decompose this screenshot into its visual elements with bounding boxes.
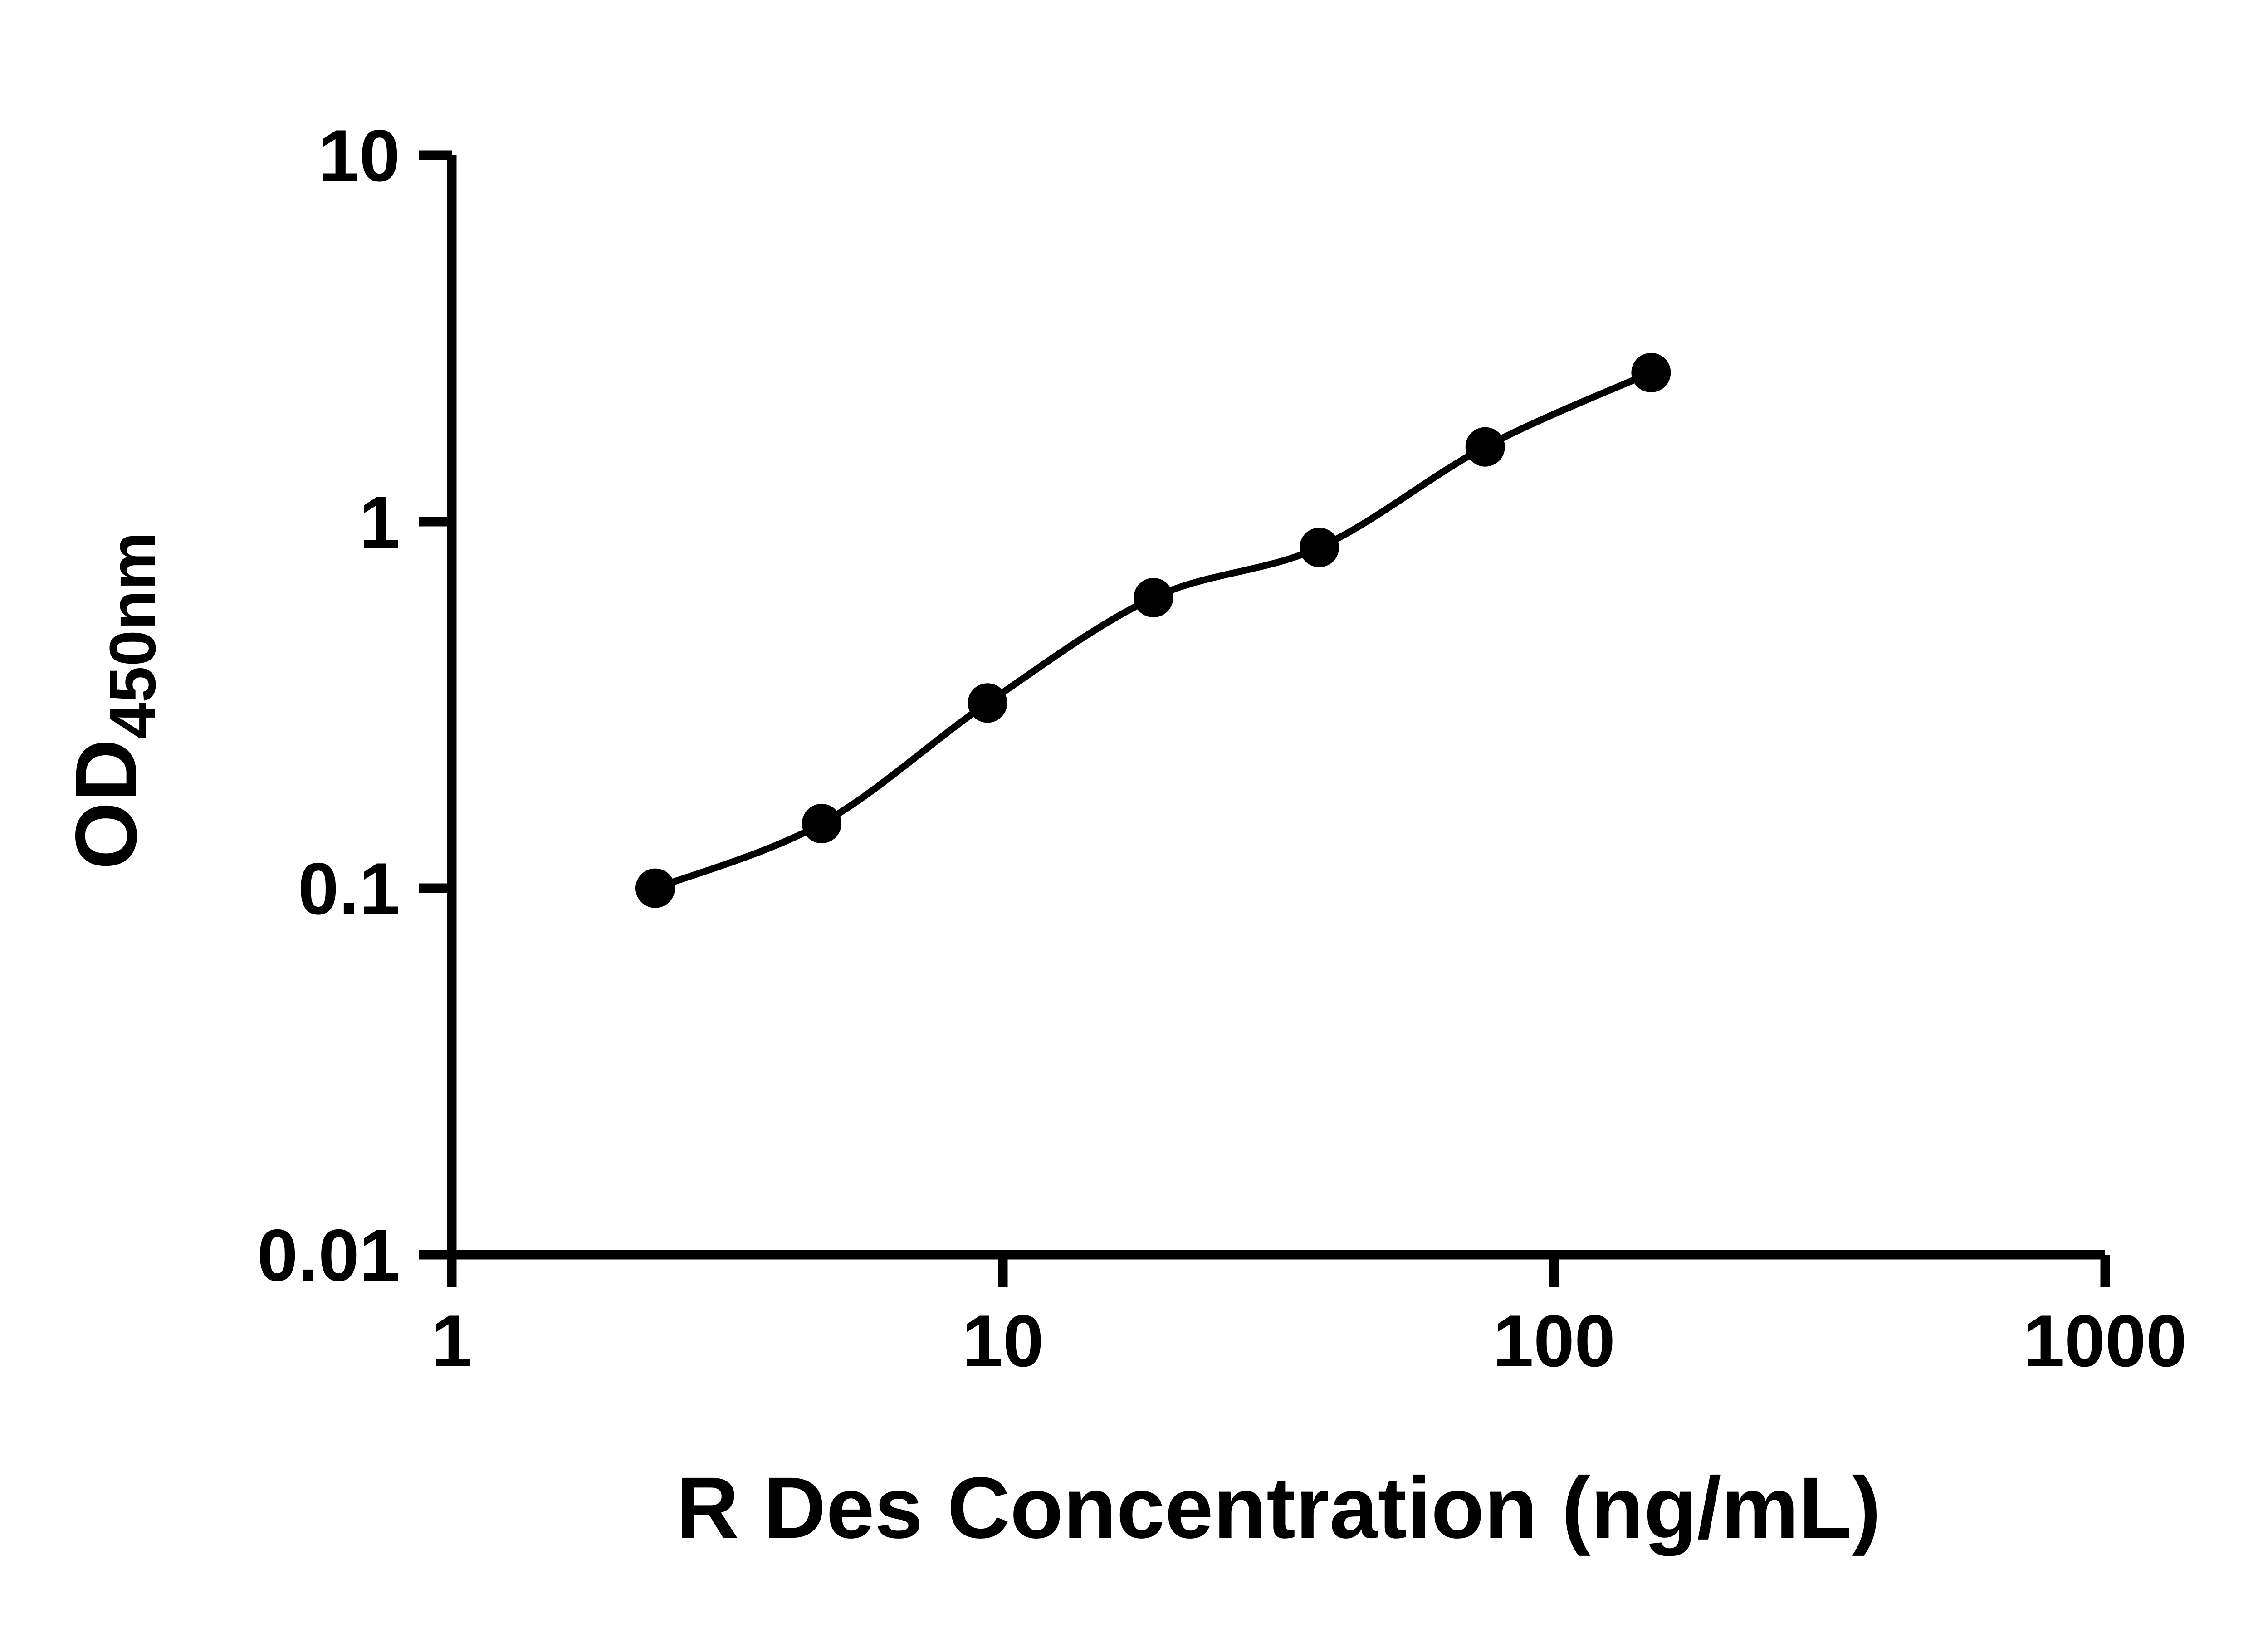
data-point-marker [1465, 427, 1505, 467]
y-tick-label: 0.1 [298, 848, 400, 930]
x-tick-label: 100 [1493, 1300, 1615, 1382]
y-tick-label: 10 [318, 115, 400, 197]
data-point-marker [1300, 528, 1339, 567]
data-point-marker [1134, 578, 1173, 618]
plot-area: 1 10 100 1000 0.01 0.1 1 10 R Des Concentration … [57, 115, 2187, 1556]
data-point-marker [1631, 352, 1671, 392]
y-tick-label: 1 [359, 481, 400, 563]
y-axis-title: OD450nm [57, 532, 169, 870]
data-point-marker [635, 868, 675, 908]
x-tick-label: 1 [431, 1300, 472, 1382]
x-tick-label: 1000 [2024, 1300, 2187, 1382]
x-tick-label: 10 [962, 1300, 1044, 1382]
data-point-marker [968, 683, 1007, 723]
y-axis-title-subscript: 450nm [96, 532, 169, 739]
data-point-marker [802, 804, 841, 844]
x-axis-title: R Des Concentration (ng/mL) [676, 1459, 1881, 1556]
y-tick-label: 0.01 [257, 1214, 400, 1296]
